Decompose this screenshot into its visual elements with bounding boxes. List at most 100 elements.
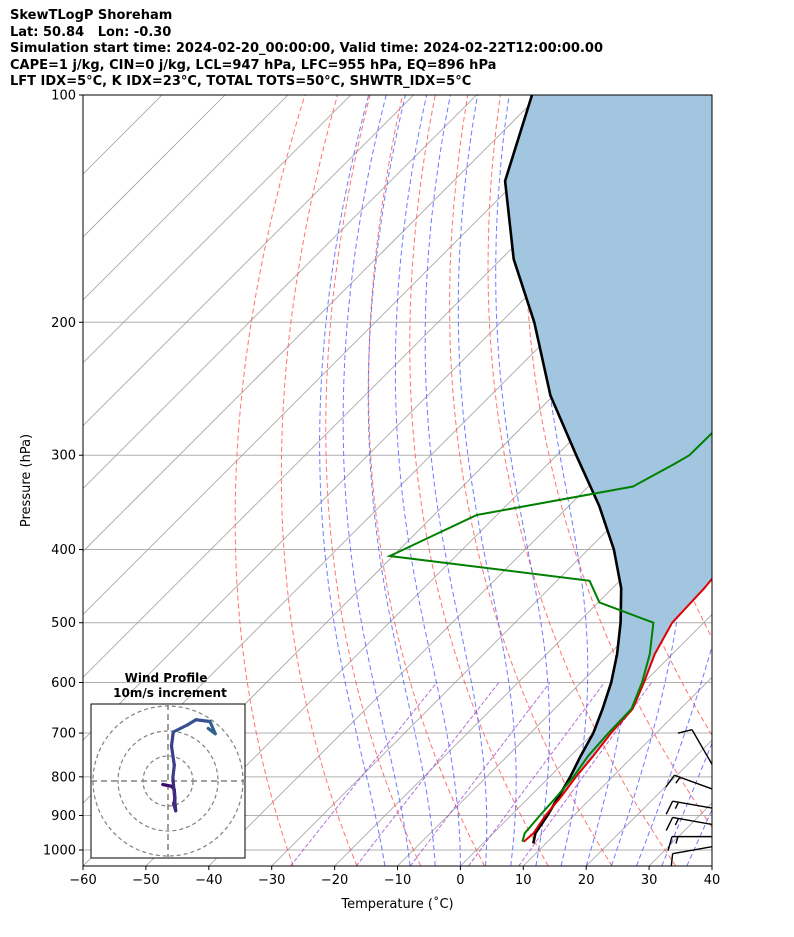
chart-header: SkewTLogP Shoreham Lat: 50.84 Lon: -0.30… [10, 8, 603, 91]
moist-adiabat [495, 95, 550, 866]
mixing-ratio-line [355, 682, 500, 866]
wind-barb [711, 681, 712, 683]
hodograph-segment [194, 718, 212, 724]
chart-title: SkewTLogP Shoreham [10, 8, 173, 23]
x-axis-label: Temperature (˚C) [340, 896, 453, 912]
dry-adiabat [487, 95, 677, 866]
wind-barb [665, 816, 712, 831]
mixing-ratio-line [518, 682, 653, 866]
isotherm [83, 95, 289, 301]
isotherm [460, 613, 712, 866]
wind-barb [711, 621, 712, 623]
isotherm [83, 95, 226, 238]
inset-title: Wind Profile [125, 671, 208, 685]
dry-adiabat [761, 95, 794, 866]
time-line: Simulation start time: 2024-02-20_00:00:… [10, 41, 603, 57]
moist-adiabat [367, 95, 436, 866]
x-tick-label: −60 [69, 873, 96, 888]
isotherm [523, 676, 712, 866]
y-tick-label: 1000 [43, 844, 76, 859]
moist-adiabat [610, 95, 685, 866]
y-tick-label: 200 [51, 316, 76, 331]
moist-adiabat [424, 95, 488, 866]
y-tick-label: 400 [51, 543, 76, 558]
hodograph-segment [185, 718, 198, 727]
moist-adiabat [457, 95, 517, 866]
wind-barb [711, 237, 712, 239]
wind-barb [711, 576, 712, 578]
hodograph-segment [171, 763, 176, 780]
wind-barbs [665, 145, 712, 866]
axes: −60 −50 −40 −30 −20 −10 0 10 20 30 40 1000 900 800 700… [19, 89, 720, 913]
dry-adiabat [409, 95, 549, 866]
y-tick-label: 300 [51, 449, 76, 464]
wind-barb [711, 337, 712, 339]
isotherm [83, 95, 603, 615]
temperature-line [523, 577, 712, 843]
hodograph-segment [169, 730, 175, 748]
dry-adiabat [234, 95, 306, 866]
wind-barb [711, 286, 712, 288]
hodograph-ring [117, 730, 219, 832]
x-tick-label: 30 [641, 873, 658, 888]
x-tick-label: 40 [704, 873, 721, 888]
wind-barb [667, 835, 712, 851]
y-tick-label: 500 [51, 616, 76, 631]
x-tick-label: 0 [456, 873, 464, 888]
dry-adiabat [728, 95, 794, 866]
x-tick-label: −20 [321, 873, 348, 888]
y-tick-label: 900 [51, 809, 76, 824]
hodograph-segment [169, 744, 176, 767]
mixing-ratio-line [468, 682, 605, 866]
wind-barb [711, 145, 712, 147]
dry-adiabat [524, 95, 712, 829]
dry-adiabat [325, 95, 422, 866]
y-axis-label: Pressure (hPa) [19, 434, 34, 527]
mixing-ratio-line [290, 682, 438, 866]
isotherm [83, 95, 540, 553]
y-tick-label: 800 [51, 770, 76, 785]
cape-area [505, 95, 712, 842]
isotherm [83, 95, 352, 364]
x-tick-label: 20 [578, 873, 595, 888]
x-tick-label: 10 [515, 873, 532, 888]
moist-adiabat [342, 95, 411, 866]
wind-barb [677, 728, 712, 765]
dry-adiabat [368, 95, 485, 866]
x-tick-label: −40 [195, 873, 222, 888]
inset-subtitle: 10m/s increment [113, 686, 227, 700]
dry-adiabat [280, 95, 358, 866]
x-tick-label: −10 [384, 873, 411, 888]
dewpoint-line [386, 431, 712, 842]
y-tick-label: 100 [51, 89, 76, 104]
cape-line: CAPE=1 j/kg, CIN=0 j/kg, LCL=947 hPa, LF… [10, 57, 497, 73]
moist-adiabat [394, 95, 461, 866]
location-line: Lat: 50.84 Lon: -0.30 [10, 24, 172, 40]
wind-barb [665, 774, 712, 790]
y-tick-label: 600 [51, 676, 76, 691]
wind-barb [711, 437, 712, 439]
moist-adiabat [537, 95, 589, 866]
x-tick-label: −30 [258, 873, 285, 888]
moist-adiabat [686, 808, 712, 866]
wind-barb [711, 192, 712, 194]
wind-barb [711, 490, 712, 492]
hodograph-segment [171, 775, 178, 813]
isotherm [397, 550, 712, 866]
mixing-ratio-line [409, 682, 551, 866]
isotherm [711, 865, 712, 866]
moist-adiabat [636, 644, 712, 866]
hodograph-segment [206, 726, 217, 736]
profile-layer [386, 95, 712, 844]
wind-barb [711, 387, 712, 389]
isotherm [334, 488, 712, 866]
isotherm [83, 95, 477, 490]
wind-barb [711, 536, 712, 538]
isotherm [83, 95, 414, 427]
y-tick-label: 700 [51, 727, 76, 742]
wind-barb [711, 722, 712, 724]
x-tick-label: −50 [132, 873, 159, 888]
index-line: LFT IDX=5°C, K IDX=23°C, TOTAL TOTS=50°C… [10, 74, 472, 90]
